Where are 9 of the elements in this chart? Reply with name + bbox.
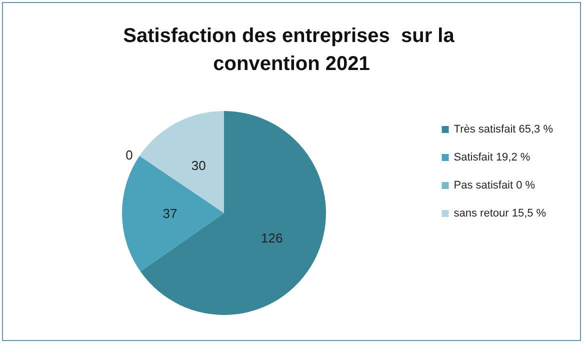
data-label: 30 [191,158,206,173]
chart-title: Satisfaction des entreprises sur la convention 2021 [123,25,460,75]
legend-label: Très satisfait 65,3 % [454,124,554,136]
text: 0 [126,147,133,162]
data-label: 126 [261,230,283,246]
legend-label: Satisfait 19,2 % [454,152,530,164]
data-label: 37 [162,206,178,221]
legend-label: Pas satisfait 0 % [454,180,536,192]
legend-label: sans retour 15,5 % [454,208,546,220]
